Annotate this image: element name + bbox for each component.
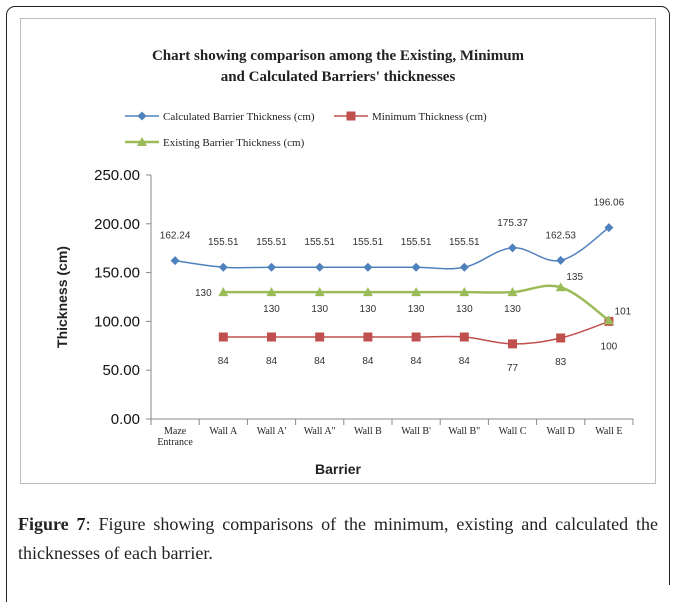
x-tick-label: Wall B" [448,426,480,437]
caption-text: : Figure showing comparisons of the mini… [18,514,658,563]
data-point-series-3 [411,287,422,297]
data-point-series-2 [267,332,276,342]
data-label-series-2: 84 [459,356,471,367]
x-tick-label: Wall E [595,426,622,437]
data-label-series-3: 135 [566,272,583,283]
data-point-series-2 [508,339,517,349]
x-tick-label: Entrance [157,437,193,448]
y-tick-label: 250.00 [94,167,140,184]
data-point-series-1 [363,262,373,272]
data-point-series-1 [267,262,276,272]
caption-label: Figure 7 [18,514,86,534]
x-axis-title: Barrier [315,461,361,477]
data-label-series-1: 162.53 [545,230,576,241]
y-axis-title: Thickness (cm) [54,246,70,348]
data-point-series-1 [411,262,421,272]
data-point-series-3 [459,287,470,297]
data-label-series-1: 155.51 [304,237,335,248]
data-label-series-1: 155.51 [449,237,480,248]
data-point-series-3 [314,287,325,297]
figure-caption: Figure 7: Figure showing comparisons of … [18,510,658,568]
data-point-series-2 [556,333,566,343]
data-label-series-2: 84 [218,356,230,367]
data-label-series-2: 77 [507,363,519,374]
data-point-series-2 [459,332,469,342]
data-label-series-3: 130 [360,304,377,315]
chart-area: Chart showing comparison among the Exist… [20,18,656,484]
data-label-series-3: 130 [195,288,212,299]
y-tick-label: 150.00 [94,265,140,282]
data-point-series-2 [411,332,421,342]
data-label-series-1: 155.51 [208,237,239,248]
chart-title-line-2: and Calculated Barriers' thicknesses [221,69,456,85]
data-label-series-1: 155.51 [401,237,432,248]
series-line-1 [174,227,610,270]
y-tick-label: 200.00 [94,216,140,233]
data-label-series-3: 130 [263,304,280,315]
data-point-series-1 [218,262,228,272]
x-tick-label: Wall C [499,426,527,437]
data-label-series-1: 155.51 [256,237,287,248]
x-tick-label: Wall A" [304,426,336,437]
data-point-series-1 [459,262,469,272]
legend-marker-2 [346,111,356,121]
data-point-series-3 [507,287,518,297]
data-label-series-2: 84 [266,356,278,367]
data-point-series-1 [556,255,566,265]
data-point-series-1 [170,256,180,266]
data-label-series-3: 130 [504,304,521,315]
data-label-series-1: 162.24 [160,231,191,242]
data-point-series-3 [266,287,277,297]
x-tick-label: Maze [164,426,187,437]
data-label-series-2: 84 [314,356,326,367]
data-label-series-2: 83 [555,357,567,368]
data-point-series-3 [555,282,566,292]
x-tick-label: Wall A' [257,426,287,437]
data-label-series-3: 101 [615,306,632,317]
data-label-series-1: 155.51 [353,237,384,248]
y-tick-label: 50.00 [102,362,140,379]
chart-title-line-1: Chart showing comparison among the Exist… [152,48,525,64]
legend-marker-3 [137,137,147,146]
y-tick-label: 0.00 [111,411,140,428]
data-label-series-2: 100 [601,341,618,352]
data-point-series-3 [362,287,373,297]
data-point-series-1 [508,243,517,253]
data-label-series-2: 84 [362,356,374,367]
data-label-series-3: 130 [311,304,328,315]
data-label-series-3: 130 [408,304,425,315]
data-label-series-3: 130 [456,304,473,315]
x-tick-label: Wall B' [401,426,431,437]
chart-svg: Chart showing comparison among the Exist… [54,48,634,477]
data-point-series-3 [218,287,229,297]
frame-open-edge [0,585,677,602]
x-tick-label: Wall D [547,426,575,437]
legend-marker-1 [137,111,147,121]
legend-label-1: Calculated Barrier Thickness (cm) [163,111,315,123]
y-tick-label: 100.00 [94,313,140,330]
data-point-series-1 [315,262,325,272]
data-label-series-1: 175.37 [497,218,528,229]
data-point-series-3 [603,315,614,325]
legend-label-3: Existing Barrier Thickness (cm) [163,137,305,149]
frame-left-edge [6,570,7,602]
data-label-series-1: 196.06 [594,198,625,209]
legend-label-2: Minimum Thickness (cm) [372,111,487,123]
x-tick-label: Wall B [354,426,382,437]
data-point-series-2 [363,332,373,342]
data-point-series-1 [604,223,614,233]
x-tick-label: Wall A [209,426,238,437]
data-point-series-2 [315,332,325,342]
data-point-series-2 [218,332,228,342]
data-label-series-2: 84 [411,356,423,367]
